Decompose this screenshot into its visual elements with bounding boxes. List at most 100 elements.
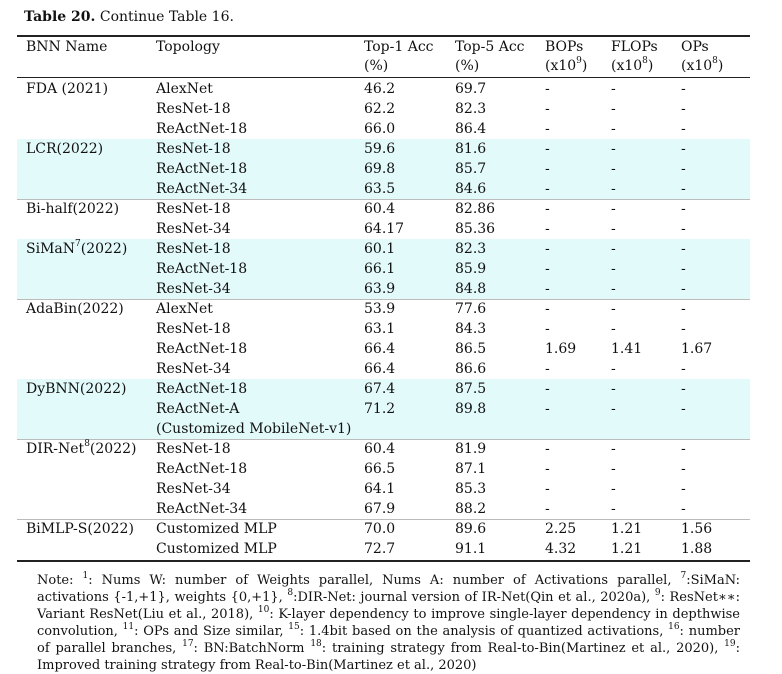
topology-cell: ReActNet-34 <box>156 181 248 197</box>
flops-cell: - <box>611 121 616 137</box>
flops-cell: 1.41 <box>611 341 643 357</box>
topology-cell: ReActNet-18 <box>156 161 248 177</box>
top1-cell: 59.6 <box>364 141 396 157</box>
table-row: ResNet-34 64.17 85.36 - - - <box>17 219 750 239</box>
ops-cell: - <box>681 481 686 497</box>
top5-cell: 85.3 <box>455 481 487 497</box>
note-text: : number of parallel branches, <box>37 624 740 656</box>
ops-cell: - <box>681 181 686 197</box>
table-row: ReActNet-18 66.1 85.9 - - - <box>17 259 750 279</box>
note-text: : ResNet∗∗: Variant ResNet(Liu et al., 2… <box>37 590 740 622</box>
bnn-year: (2022) <box>80 241 128 257</box>
top1-cell: 67.9 <box>364 501 396 517</box>
ops-cell: - <box>681 301 686 317</box>
bops-cell: - <box>545 261 550 277</box>
table-row: SiMaN7(2022) ResNet-18 60.1 82.3 - - - <box>17 239 750 259</box>
topology-cell: ReActNet-34 <box>156 501 248 517</box>
top5-cell: 84.8 <box>455 281 487 297</box>
top5-cell: 86.6 <box>455 361 487 377</box>
top1-cell: 66.4 <box>364 341 396 357</box>
ops-cell: - <box>681 81 686 97</box>
header-flops-close: ) <box>647 58 654 74</box>
ops-cell: - <box>681 161 686 177</box>
table-row: ResNet-34 66.4 86.6 - - - <box>17 359 750 379</box>
top1-cell: 63.1 <box>364 321 396 337</box>
bops-cell: - <box>545 381 550 397</box>
top1-cell: 66.5 <box>364 461 396 477</box>
header-top5-line2: (%) <box>455 58 480 74</box>
topology-cell: Customized MLP <box>156 541 277 557</box>
flops-cell: - <box>611 361 616 377</box>
bnn-name-cell: DyBNN(2022) <box>26 380 126 398</box>
note-text: : K-layer dependency to improve single-l… <box>37 607 740 639</box>
ops-cell: - <box>681 121 686 137</box>
topology-cell: ReActNet-18 <box>156 261 248 277</box>
bnn-name: SiMaN <box>26 241 75 257</box>
bops-cell: - <box>545 221 550 237</box>
note-text: Note: <box>37 573 83 588</box>
table-row: ResNet-18 62.2 82.3 - - - <box>17 99 750 119</box>
bops-cell: - <box>545 241 550 257</box>
note-footnote-marker: 9 <box>654 588 661 598</box>
bops-cell: - <box>545 441 550 457</box>
note-text: : OPs and Size similar, <box>134 624 289 639</box>
ops-cell: 1.67 <box>681 341 713 357</box>
bops-cell: 1.69 <box>545 341 577 357</box>
bops-cell: - <box>545 121 550 137</box>
ops-cell: - <box>681 501 686 517</box>
table-row: ReActNet-A 71.2 89.8 - - - <box>17 399 750 419</box>
header-top1-line1: Top-1 Acc <box>364 39 434 55</box>
flops-cell: 1.21 <box>611 541 643 557</box>
flops-cell: 1.21 <box>611 521 643 537</box>
bnn-name: LCR(2022) <box>26 141 104 157</box>
note-footnote-marker: 1 <box>82 571 89 581</box>
bops-cell: - <box>545 401 550 417</box>
bops-cell: - <box>545 161 550 177</box>
table-caption-text: Continue Table 16. <box>99 9 234 25</box>
ops-cell: - <box>681 101 686 117</box>
top5-cell: 82.3 <box>455 101 487 117</box>
bops-cell: - <box>545 81 550 97</box>
top5-cell: 85.7 <box>455 161 487 177</box>
header-bops-exp: 9 <box>576 56 582 66</box>
bops-cell: - <box>545 321 550 337</box>
flops-cell: - <box>611 241 616 257</box>
table-row: ReActNet-18 66.5 87.1 - - - <box>17 459 750 479</box>
top1-cell: 64.17 <box>364 221 405 237</box>
flops-cell: - <box>611 161 616 177</box>
top5-cell: 86.4 <box>455 121 487 137</box>
ops-cell: - <box>681 241 686 257</box>
bnn-year: (2022) <box>89 441 137 457</box>
topology-cell: ReActNet-18 <box>156 381 248 397</box>
table-row: ReActNet-34 63.5 84.6 - - - <box>17 179 750 199</box>
ops-cell: - <box>681 381 686 397</box>
bops-cell: - <box>545 181 550 197</box>
bnn-name-cell: AdaBin(2022) <box>26 300 124 318</box>
note-text: : Nums W: number of Weights parallel, Nu… <box>88 573 681 588</box>
table-row: Bi-half(2022) ResNet-18 60.4 82.86 - - - <box>17 199 750 219</box>
note-text: :SiMaN: activations {-1,+1}, weights {0,… <box>37 573 740 605</box>
bnn-name-cell: LCR(2022) <box>26 140 103 158</box>
bops-cell: - <box>545 501 550 517</box>
topology-cell: ResNet-34 <box>156 481 231 497</box>
top1-cell: 46.2 <box>364 81 396 97</box>
flops-cell: - <box>611 481 616 497</box>
flops-cell: - <box>611 221 616 237</box>
top1-cell: 66.1 <box>364 261 396 277</box>
top5-cell: 87.5 <box>455 381 487 397</box>
header-flops-exp: 8 <box>642 56 648 66</box>
top5-cell: 84.3 <box>455 321 487 337</box>
flops-cell: - <box>611 141 616 157</box>
flops-cell: - <box>611 181 616 197</box>
group-separator <box>17 439 750 440</box>
table-row: ResNet-34 63.9 84.8 - - - <box>17 279 750 299</box>
table-row: FDA (2021) AlexNet 46.2 69.7 - - - <box>17 79 750 99</box>
header-top5: Top-5 Acc (%) <box>455 38 525 76</box>
top1-cell: 64.1 <box>364 481 396 497</box>
ops-cell: 1.56 <box>681 521 713 537</box>
table-row: ReActNet-18 66.0 86.4 - - - <box>17 119 750 139</box>
header-ops-line2: (x108) <box>681 56 723 76</box>
flops-cell: - <box>611 401 616 417</box>
topology-cell: ResNet-18 <box>156 201 231 217</box>
top1-cell: 66.4 <box>364 361 396 377</box>
